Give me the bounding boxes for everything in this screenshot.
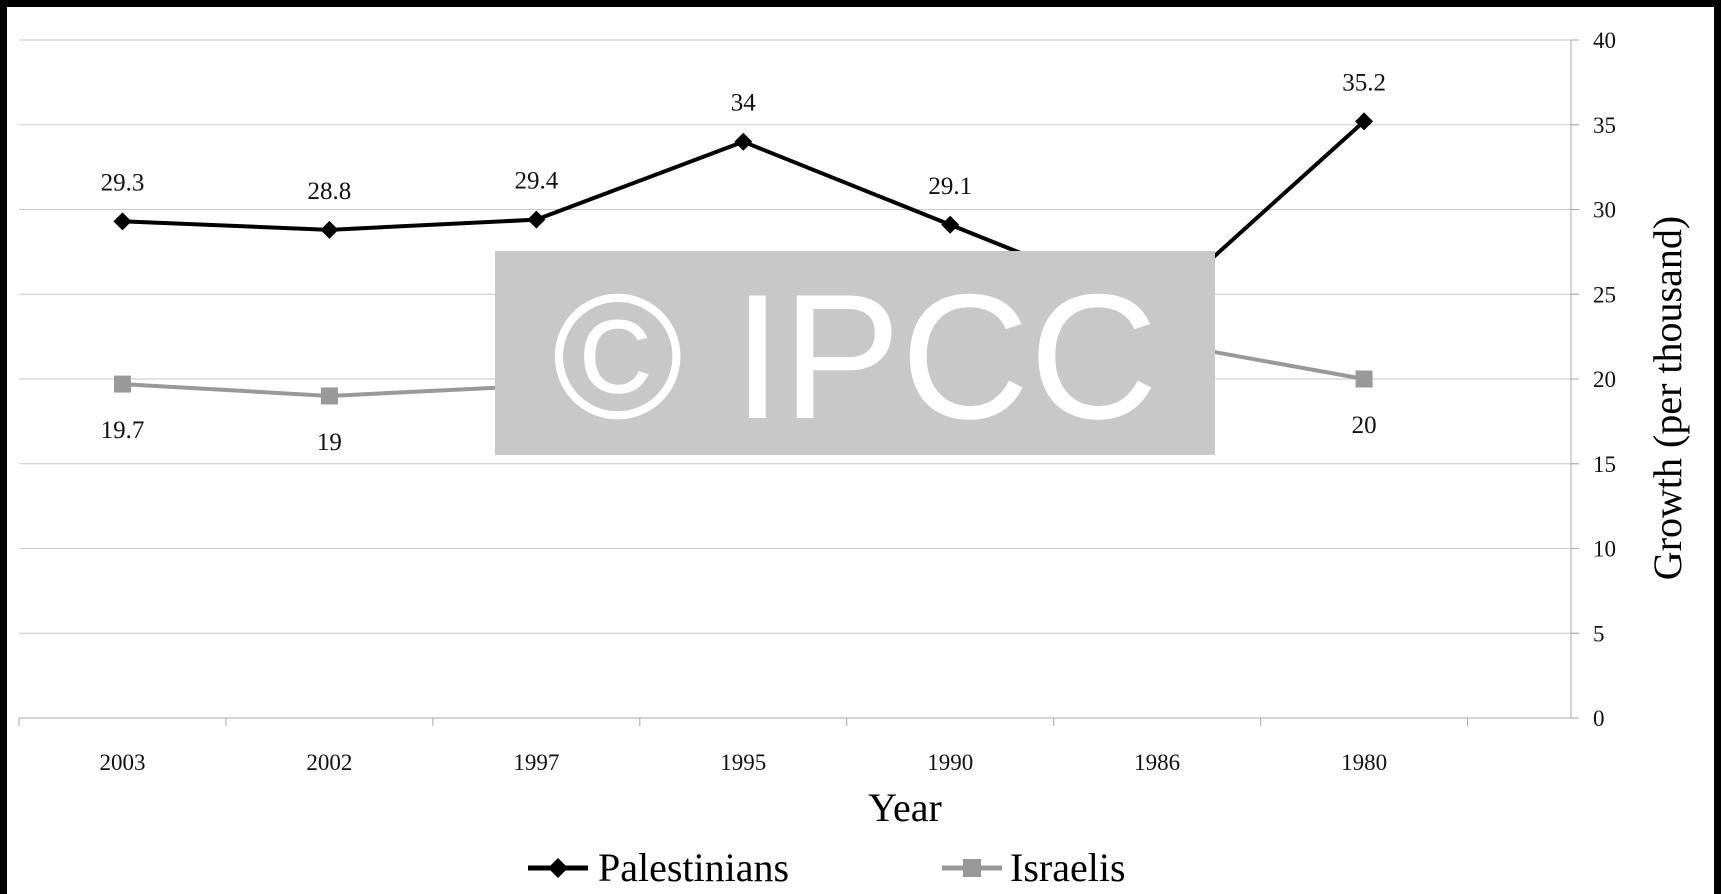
- palestinians-point: [941, 215, 960, 234]
- palestinians-point: [320, 220, 339, 239]
- legend-israelis-label: Israelis: [1010, 845, 1126, 890]
- x-tick-label: 1997: [513, 750, 559, 775]
- y-tick-label: 15: [1593, 452, 1616, 477]
- y-tick-label: 5: [1593, 621, 1605, 646]
- legend: Palestinians Israelis: [528, 845, 1126, 890]
- israelis-data-label: 19: [317, 429, 342, 456]
- palestinians-data-label: 34: [731, 90, 757, 117]
- x-tick-label: 1995: [720, 750, 766, 775]
- y-axis-title: Growth (per thousand): [1645, 216, 1690, 580]
- legend-palestinians-label: Palestinians: [598, 845, 789, 890]
- palestinians-point: [734, 132, 753, 151]
- palestinians-point: [113, 212, 132, 231]
- axes: [18, 39, 1579, 726]
- watermark-text: © IPCC: [552, 257, 1158, 456]
- legend-palestinians-marker: [548, 858, 568, 878]
- palestinians-point: [527, 210, 546, 229]
- israelis-point: [113, 375, 131, 393]
- israelis-data-label: 20: [1352, 412, 1377, 439]
- legend-israelis-marker: [963, 859, 981, 877]
- palestinians-data-label: 29.3: [101, 169, 145, 196]
- y-tick-label: 20: [1593, 367, 1616, 392]
- y-tick-label: 30: [1593, 198, 1616, 223]
- watermark-box: [495, 251, 1215, 455]
- y-tick-label: 0: [1593, 706, 1605, 731]
- israelis-point: [320, 387, 338, 405]
- y-tick-label: 25: [1593, 282, 1616, 307]
- palestinians-data-label: 29.1: [928, 173, 972, 200]
- palestinians-data-label: 28.8: [308, 178, 352, 205]
- y-tick-label: 40: [1593, 28, 1616, 53]
- x-tick-label: 2003: [99, 750, 145, 775]
- gridlines: [19, 39, 1579, 634]
- watermark: © IPCC: [495, 251, 1215, 456]
- palestinians-data-label: 35.2: [1342, 69, 1386, 96]
- israelis-point: [1355, 370, 1373, 388]
- x-tick-label: 2002: [306, 750, 352, 775]
- y-tick-label: 10: [1593, 537, 1616, 562]
- x-tick-label: 1986: [1134, 750, 1180, 775]
- x-axis-title: Year: [868, 785, 942, 830]
- y-tick-label: 35: [1593, 113, 1616, 138]
- x-tick-label: 1980: [1341, 750, 1387, 775]
- x-tick-label: 1990: [927, 750, 973, 775]
- israelis-data-label: 19.7: [101, 417, 145, 444]
- x-tick-labels: 2003 2002 1997 1995 1990 1986 1980: [99, 750, 1387, 775]
- palestinians-data-label: 29.4: [514, 168, 558, 195]
- palestinians-point: [1355, 112, 1374, 131]
- y-tick-labels: 0 5 10 15 20 25 30 35 40: [1593, 28, 1616, 731]
